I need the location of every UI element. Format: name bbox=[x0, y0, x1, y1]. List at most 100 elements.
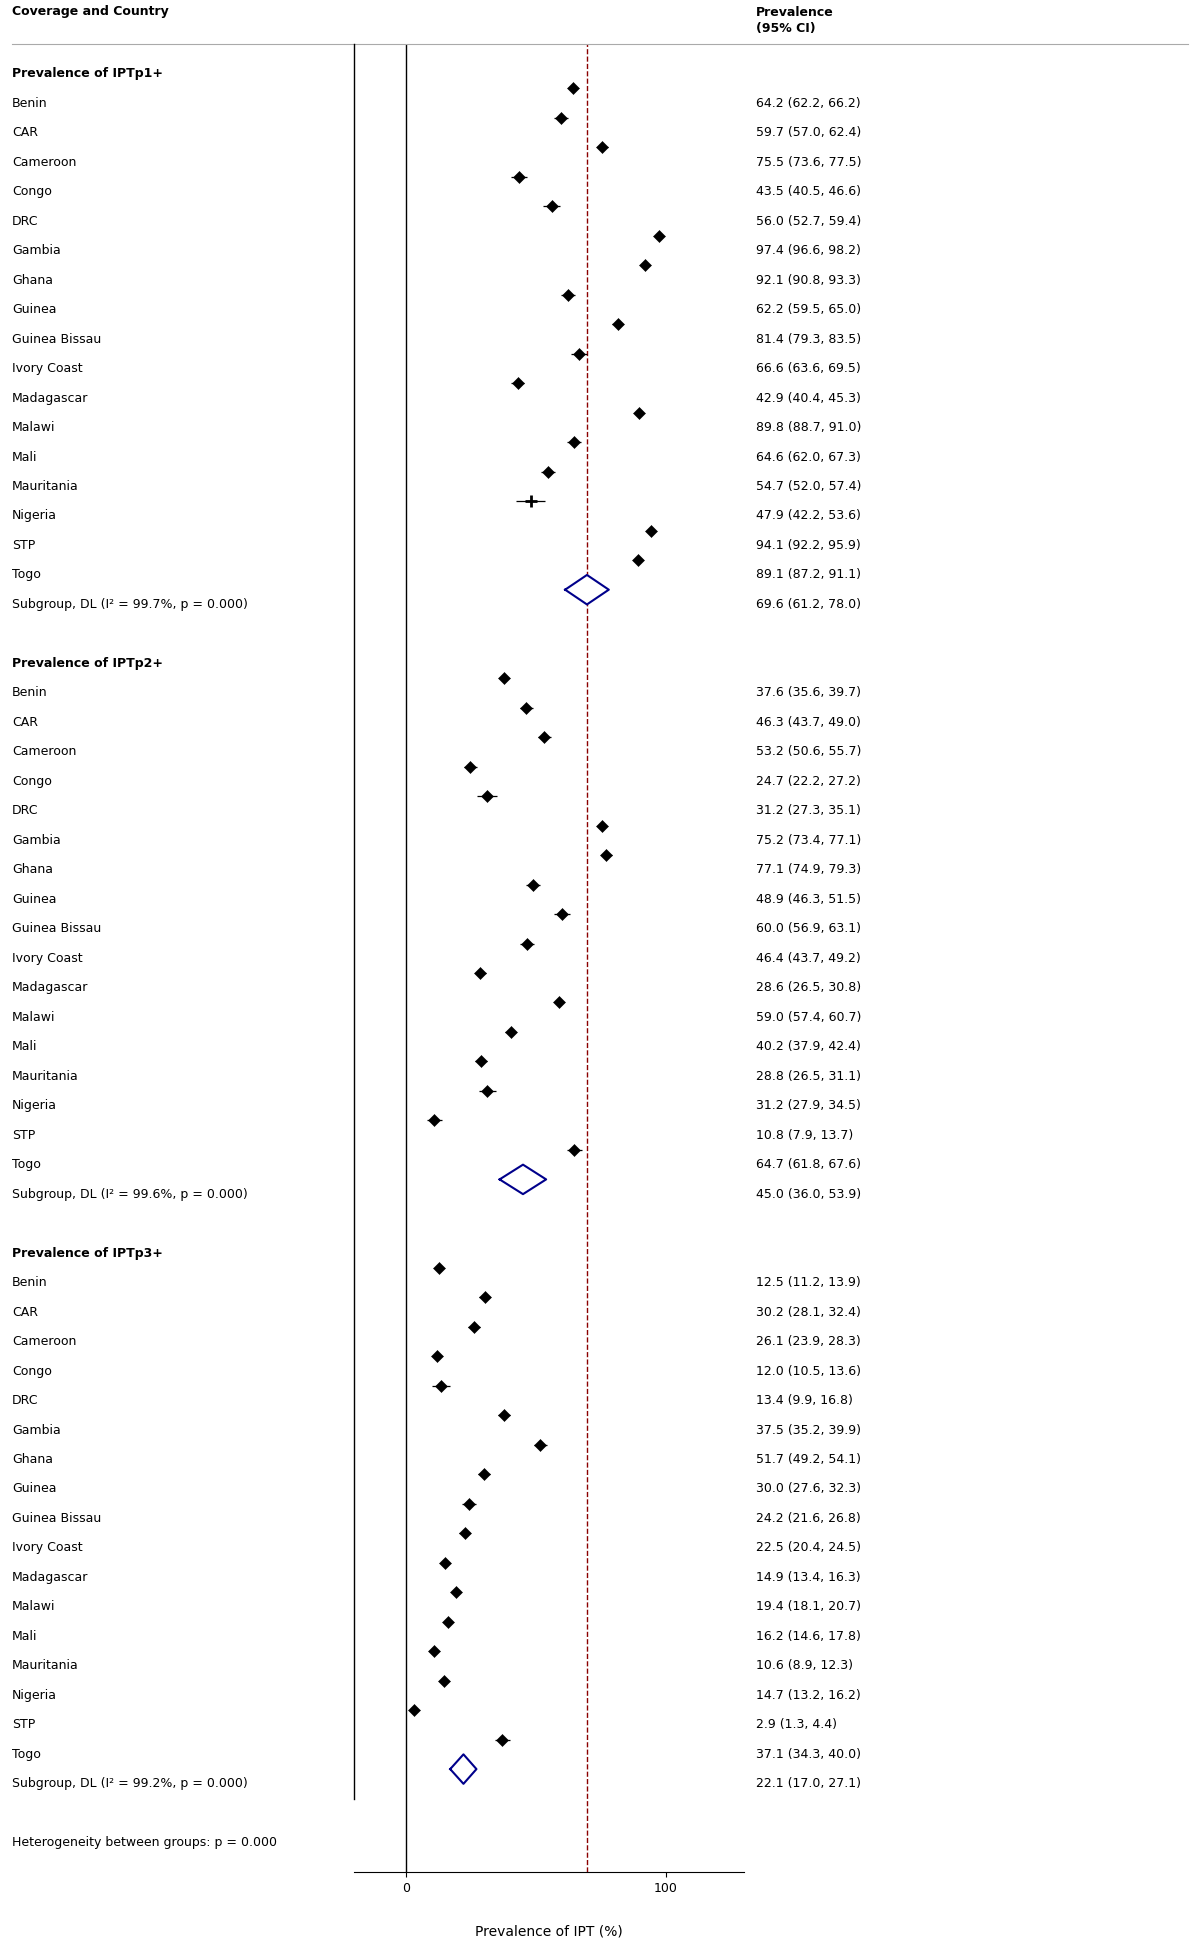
Text: Ivory Coast: Ivory Coast bbox=[12, 362, 83, 376]
Text: Togo: Togo bbox=[12, 1158, 41, 1171]
Text: Mali: Mali bbox=[12, 1631, 37, 1642]
Text: Guinea Bissau: Guinea Bissau bbox=[12, 1512, 101, 1526]
Text: 64.2 (62.2, 66.2): 64.2 (62.2, 66.2) bbox=[756, 97, 860, 109]
Text: Guinea Bissau: Guinea Bissau bbox=[12, 333, 101, 346]
Text: 28.8 (26.5, 31.1): 28.8 (26.5, 31.1) bbox=[756, 1070, 862, 1082]
Text: 69.6 (61.2, 78.0): 69.6 (61.2, 78.0) bbox=[756, 597, 862, 611]
Text: Prevalence
(95% CI): Prevalence (95% CI) bbox=[756, 6, 834, 35]
Text: Nigeria: Nigeria bbox=[12, 510, 58, 522]
Text: 37.1 (34.3, 40.0): 37.1 (34.3, 40.0) bbox=[756, 1748, 862, 1761]
Text: 16.2 (14.6, 17.8): 16.2 (14.6, 17.8) bbox=[756, 1631, 860, 1642]
Text: CAR: CAR bbox=[12, 126, 38, 140]
Text: 94.1 (92.2, 95.9): 94.1 (92.2, 95.9) bbox=[756, 539, 860, 553]
Text: 54.7 (52.0, 57.4): 54.7 (52.0, 57.4) bbox=[756, 481, 862, 492]
Text: Ghana: Ghana bbox=[12, 1454, 53, 1465]
Text: Mali: Mali bbox=[12, 451, 37, 463]
Text: 53.2 (50.6, 55.7): 53.2 (50.6, 55.7) bbox=[756, 745, 862, 759]
Text: 37.5 (35.2, 39.9): 37.5 (35.2, 39.9) bbox=[756, 1424, 862, 1436]
Text: Coverage and Country: Coverage and Country bbox=[12, 6, 169, 18]
Text: Mauritania: Mauritania bbox=[12, 1070, 79, 1082]
Text: Cameroon: Cameroon bbox=[12, 156, 77, 169]
Text: 26.1 (23.9, 28.3): 26.1 (23.9, 28.3) bbox=[756, 1335, 860, 1349]
Polygon shape bbox=[565, 574, 608, 605]
Text: 40.2 (37.9, 42.4): 40.2 (37.9, 42.4) bbox=[756, 1041, 860, 1053]
Text: 24.7 (22.2, 27.2): 24.7 (22.2, 27.2) bbox=[756, 775, 860, 788]
Text: 10.6 (8.9, 12.3): 10.6 (8.9, 12.3) bbox=[756, 1660, 853, 1672]
Text: 66.6 (63.6, 69.5): 66.6 (63.6, 69.5) bbox=[756, 362, 860, 376]
Text: Benin: Benin bbox=[12, 1277, 48, 1288]
Polygon shape bbox=[450, 1755, 476, 1784]
Text: 28.6 (26.5, 30.8): 28.6 (26.5, 30.8) bbox=[756, 981, 862, 994]
Text: Benin: Benin bbox=[12, 687, 48, 699]
Text: 60.0 (56.9, 63.1): 60.0 (56.9, 63.1) bbox=[756, 922, 862, 936]
Text: Guinea Bissau: Guinea Bissau bbox=[12, 922, 101, 936]
Text: 37.6 (35.6, 39.7): 37.6 (35.6, 39.7) bbox=[756, 687, 862, 699]
Text: 47.9 (42.2, 53.6): 47.9 (42.2, 53.6) bbox=[756, 510, 860, 522]
Text: 12.5 (11.2, 13.9): 12.5 (11.2, 13.9) bbox=[756, 1277, 860, 1288]
Text: Cameroon: Cameroon bbox=[12, 1335, 77, 1349]
Text: Malawi: Malawi bbox=[12, 420, 55, 434]
Text: 19.4 (18.1, 20.7): 19.4 (18.1, 20.7) bbox=[756, 1600, 862, 1613]
Text: 75.2 (73.4, 77.1): 75.2 (73.4, 77.1) bbox=[756, 833, 862, 847]
Text: Mauritania: Mauritania bbox=[12, 1660, 79, 1672]
Text: 97.4 (96.6, 98.2): 97.4 (96.6, 98.2) bbox=[756, 243, 860, 257]
Text: Nigeria: Nigeria bbox=[12, 1099, 58, 1113]
Text: Madagascar: Madagascar bbox=[12, 391, 89, 405]
Text: Ghana: Ghana bbox=[12, 864, 53, 876]
Text: STP: STP bbox=[12, 1718, 35, 1732]
Text: 10.8 (7.9, 13.7): 10.8 (7.9, 13.7) bbox=[756, 1129, 853, 1142]
Text: Subgroup, DL (I² = 99.6%, p = 0.000): Subgroup, DL (I² = 99.6%, p = 0.000) bbox=[12, 1187, 247, 1201]
Text: DRC: DRC bbox=[12, 214, 38, 228]
Text: 92.1 (90.8, 93.3): 92.1 (90.8, 93.3) bbox=[756, 274, 860, 286]
Text: Congo: Congo bbox=[12, 775, 52, 788]
Text: Togo: Togo bbox=[12, 1748, 41, 1761]
Text: Nigeria: Nigeria bbox=[12, 1689, 58, 1703]
Text: 64.7 (61.8, 67.6): 64.7 (61.8, 67.6) bbox=[756, 1158, 862, 1171]
Text: Prevalence of IPT (%): Prevalence of IPT (%) bbox=[475, 1925, 623, 1938]
Text: 77.1 (74.9, 79.3): 77.1 (74.9, 79.3) bbox=[756, 864, 862, 876]
Text: 24.2 (21.6, 26.8): 24.2 (21.6, 26.8) bbox=[756, 1512, 860, 1526]
Text: Gambia: Gambia bbox=[12, 833, 61, 847]
Text: 42.9 (40.4, 45.3): 42.9 (40.4, 45.3) bbox=[756, 391, 860, 405]
Text: 2.9 (1.3, 4.4): 2.9 (1.3, 4.4) bbox=[756, 1718, 838, 1732]
Text: Benin: Benin bbox=[12, 97, 48, 109]
Text: Cameroon: Cameroon bbox=[12, 745, 77, 759]
Text: 89.1 (87.2, 91.1): 89.1 (87.2, 91.1) bbox=[756, 568, 862, 582]
Text: Guinea: Guinea bbox=[12, 1483, 56, 1495]
Text: 14.9 (13.4, 16.3): 14.9 (13.4, 16.3) bbox=[756, 1570, 860, 1584]
Text: 46.3 (43.7, 49.0): 46.3 (43.7, 49.0) bbox=[756, 716, 860, 730]
Text: 43.5 (40.5, 46.6): 43.5 (40.5, 46.6) bbox=[756, 185, 862, 198]
Text: 22.1 (17.0, 27.1): 22.1 (17.0, 27.1) bbox=[756, 1777, 862, 1790]
Text: Ghana: Ghana bbox=[12, 274, 53, 286]
Text: 13.4 (9.9, 16.8): 13.4 (9.9, 16.8) bbox=[756, 1393, 853, 1407]
Text: Congo: Congo bbox=[12, 1364, 52, 1378]
Text: Heterogeneity between groups: p = 0.000: Heterogeneity between groups: p = 0.000 bbox=[12, 1837, 277, 1849]
Text: 45.0 (36.0, 53.9): 45.0 (36.0, 53.9) bbox=[756, 1187, 862, 1201]
Text: STP: STP bbox=[12, 539, 35, 553]
Text: 30.2 (28.1, 32.4): 30.2 (28.1, 32.4) bbox=[756, 1306, 860, 1319]
Text: Madagascar: Madagascar bbox=[12, 981, 89, 994]
Text: 89.8 (88.7, 91.0): 89.8 (88.7, 91.0) bbox=[756, 420, 862, 434]
Text: Ivory Coast: Ivory Coast bbox=[12, 1541, 83, 1555]
Text: CAR: CAR bbox=[12, 1306, 38, 1319]
Text: STP: STP bbox=[12, 1129, 35, 1142]
Text: 14.7 (13.2, 16.2): 14.7 (13.2, 16.2) bbox=[756, 1689, 860, 1703]
Text: 51.7 (49.2, 54.1): 51.7 (49.2, 54.1) bbox=[756, 1454, 862, 1465]
Text: Gambia: Gambia bbox=[12, 243, 61, 257]
Text: 56.0 (52.7, 59.4): 56.0 (52.7, 59.4) bbox=[756, 214, 862, 228]
Text: 31.2 (27.3, 35.1): 31.2 (27.3, 35.1) bbox=[756, 804, 860, 817]
Text: 30.0 (27.6, 32.3): 30.0 (27.6, 32.3) bbox=[756, 1483, 862, 1495]
Text: Malawi: Malawi bbox=[12, 1010, 55, 1024]
Text: Guinea: Guinea bbox=[12, 304, 56, 315]
Text: 12.0 (10.5, 13.6): 12.0 (10.5, 13.6) bbox=[756, 1364, 862, 1378]
Text: Malawi: Malawi bbox=[12, 1600, 55, 1613]
Text: Congo: Congo bbox=[12, 185, 52, 198]
Text: 59.7 (57.0, 62.4): 59.7 (57.0, 62.4) bbox=[756, 126, 862, 140]
Text: Mauritania: Mauritania bbox=[12, 481, 79, 492]
Text: Prevalence of IPTp3+: Prevalence of IPTp3+ bbox=[12, 1247, 163, 1259]
Text: Subgroup, DL (I² = 99.7%, p = 0.000): Subgroup, DL (I² = 99.7%, p = 0.000) bbox=[12, 597, 248, 611]
Text: Madagascar: Madagascar bbox=[12, 1570, 89, 1584]
Text: 22.5 (20.4, 24.5): 22.5 (20.4, 24.5) bbox=[756, 1541, 862, 1555]
Text: Prevalence of IPTp1+: Prevalence of IPTp1+ bbox=[12, 68, 163, 80]
Text: 62.2 (59.5, 65.0): 62.2 (59.5, 65.0) bbox=[756, 304, 862, 315]
